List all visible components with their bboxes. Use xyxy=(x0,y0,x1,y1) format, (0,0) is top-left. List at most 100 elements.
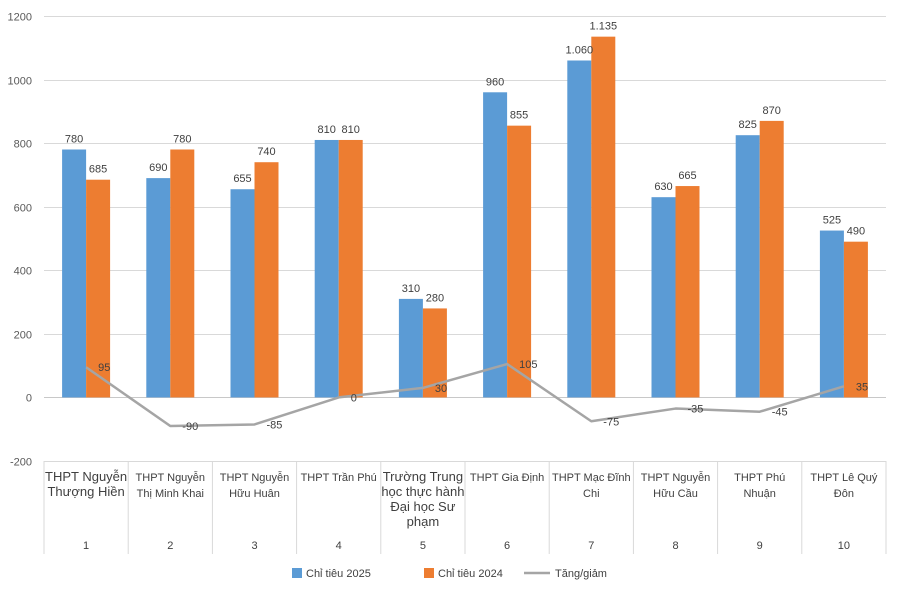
data-label-change: 35 xyxy=(856,381,868,393)
bars xyxy=(62,36,868,398)
category-index: 5 xyxy=(420,540,426,552)
bar-2024 xyxy=(843,241,868,398)
category-index: 10 xyxy=(838,540,850,552)
category-label: THPT Gia Định xyxy=(470,472,544,484)
data-label-2025: 525 xyxy=(823,215,841,227)
category-label: THPT Nguyễn xyxy=(220,471,290,484)
bar-2025 xyxy=(230,189,255,398)
category-index: 9 xyxy=(757,540,763,552)
data-label-2025: 690 xyxy=(149,162,167,174)
bar-2024 xyxy=(591,36,616,398)
bar-2025 xyxy=(651,197,676,398)
legend-label-2024: Chỉ tiêu 2024 xyxy=(438,568,503,580)
data-label-2024: 1.135 xyxy=(590,21,618,33)
category-label: THPT Nguyễn xyxy=(136,471,206,484)
bar-2024 xyxy=(86,179,111,398)
data-label-change: -45 xyxy=(772,407,788,419)
data-label-change: -35 xyxy=(688,404,704,416)
category-label: Hữu Cầu xyxy=(653,488,698,500)
category-index: 8 xyxy=(672,540,678,552)
data-label-2024: 855 xyxy=(510,110,528,122)
y-tick-label: 1000 xyxy=(8,76,32,88)
category-index: 6 xyxy=(504,540,510,552)
y-tick-label: 200 xyxy=(14,330,32,342)
category-label: Đại học Sư xyxy=(390,499,455,514)
bar-2025 xyxy=(398,298,423,398)
category-label: THPT Nguyễn xyxy=(641,471,711,484)
category-label: Thượng Hiền xyxy=(47,484,124,499)
data-label-change: -90 xyxy=(182,421,198,433)
change-line xyxy=(85,362,845,428)
bar-2025 xyxy=(146,178,171,398)
line-change xyxy=(85,362,845,428)
y-tick-label: 400 xyxy=(14,266,32,278)
data-label-2025: 310 xyxy=(402,283,420,295)
bar-2025 xyxy=(735,135,760,398)
data-label-change: 0 xyxy=(351,392,357,404)
data-label-change: -85 xyxy=(267,419,283,431)
legend-swatch-2024 xyxy=(424,568,434,578)
bar-2024 xyxy=(338,139,363,398)
y-tick-label: 1200 xyxy=(8,12,32,24)
category-label: THPT Mạc Đĩnh xyxy=(552,472,631,484)
category-label: THPT Phú xyxy=(734,472,785,484)
y-tick-label: 600 xyxy=(14,203,32,215)
legend-swatch-2025 xyxy=(292,568,302,578)
category-label: học thực hành xyxy=(381,484,464,499)
category-label: Thị Minh Khai xyxy=(137,488,204,500)
data-label-change: 30 xyxy=(435,383,447,395)
bar-2024 xyxy=(675,186,700,398)
category-index: 3 xyxy=(251,540,257,552)
y-tick-label: 0 xyxy=(26,393,32,405)
data-label-2024: 665 xyxy=(678,170,696,182)
data-label-2024: 740 xyxy=(257,146,275,158)
category-label: THPT Nguyễn xyxy=(45,469,127,484)
bar-2024 xyxy=(507,125,532,398)
data-label-2025: 655 xyxy=(233,173,251,185)
data-label-2024: 490 xyxy=(847,226,865,238)
category-label: phạm xyxy=(407,514,440,529)
category-label: Hữu Huân xyxy=(229,488,280,500)
category-label: THPT Lê Quý xyxy=(810,472,878,484)
bar-2024 xyxy=(254,162,279,398)
bar-2024 xyxy=(759,120,784,398)
data-label-2024: 685 xyxy=(89,164,107,176)
data-label-change: 95 xyxy=(98,362,110,374)
legend-label-change: Tăng/giảm xyxy=(555,568,607,580)
category-index: 7 xyxy=(588,540,594,552)
data-label-2024: 280 xyxy=(426,292,444,304)
category-index: 4 xyxy=(336,540,342,552)
data-label-2025: 810 xyxy=(318,124,336,136)
data-label-2024: 810 xyxy=(342,124,360,136)
data-labels: 780 685 690 780 655 740 810 810 310 280 960 855 1.06… xyxy=(65,21,868,433)
bar-2025 xyxy=(567,60,592,398)
bar-2025 xyxy=(483,92,508,398)
bar-2024 xyxy=(170,149,195,398)
y-tick-label: 800 xyxy=(14,139,32,151)
category-label: THPT Trần Phú xyxy=(301,472,377,484)
data-label-2025: 960 xyxy=(486,76,504,88)
y-tick-label: -200 xyxy=(10,457,32,469)
data-label-change: -75 xyxy=(603,416,619,428)
category-index: 1 xyxy=(83,540,89,552)
data-label-2025: 1.060 xyxy=(566,45,594,57)
category-label: Nhuận xyxy=(743,488,775,500)
bar-2025 xyxy=(819,230,844,398)
category-index: 2 xyxy=(167,540,173,552)
category-label: Chi xyxy=(583,488,600,500)
data-label-2025: 780 xyxy=(65,134,83,146)
data-label-2025: 825 xyxy=(739,119,757,131)
data-label-change: 105 xyxy=(519,359,537,371)
category-label: Trường Trung xyxy=(383,469,463,484)
category-label: Đôn xyxy=(834,488,854,500)
y-axis: 1200 1000 800 600 400 200 0 -200 xyxy=(8,12,32,469)
bar-2025 xyxy=(62,149,87,398)
legend-label-2025: Chỉ tiêu 2025 xyxy=(306,568,371,580)
data-label-2024: 870 xyxy=(763,105,781,117)
legend: Chỉ tiêu 2025 Chỉ tiêu 2024 Tăng/giảm xyxy=(292,568,607,580)
data-label-2025: 630 xyxy=(654,181,672,193)
data-label-2024: 780 xyxy=(173,134,191,146)
bar-2025 xyxy=(314,139,339,398)
